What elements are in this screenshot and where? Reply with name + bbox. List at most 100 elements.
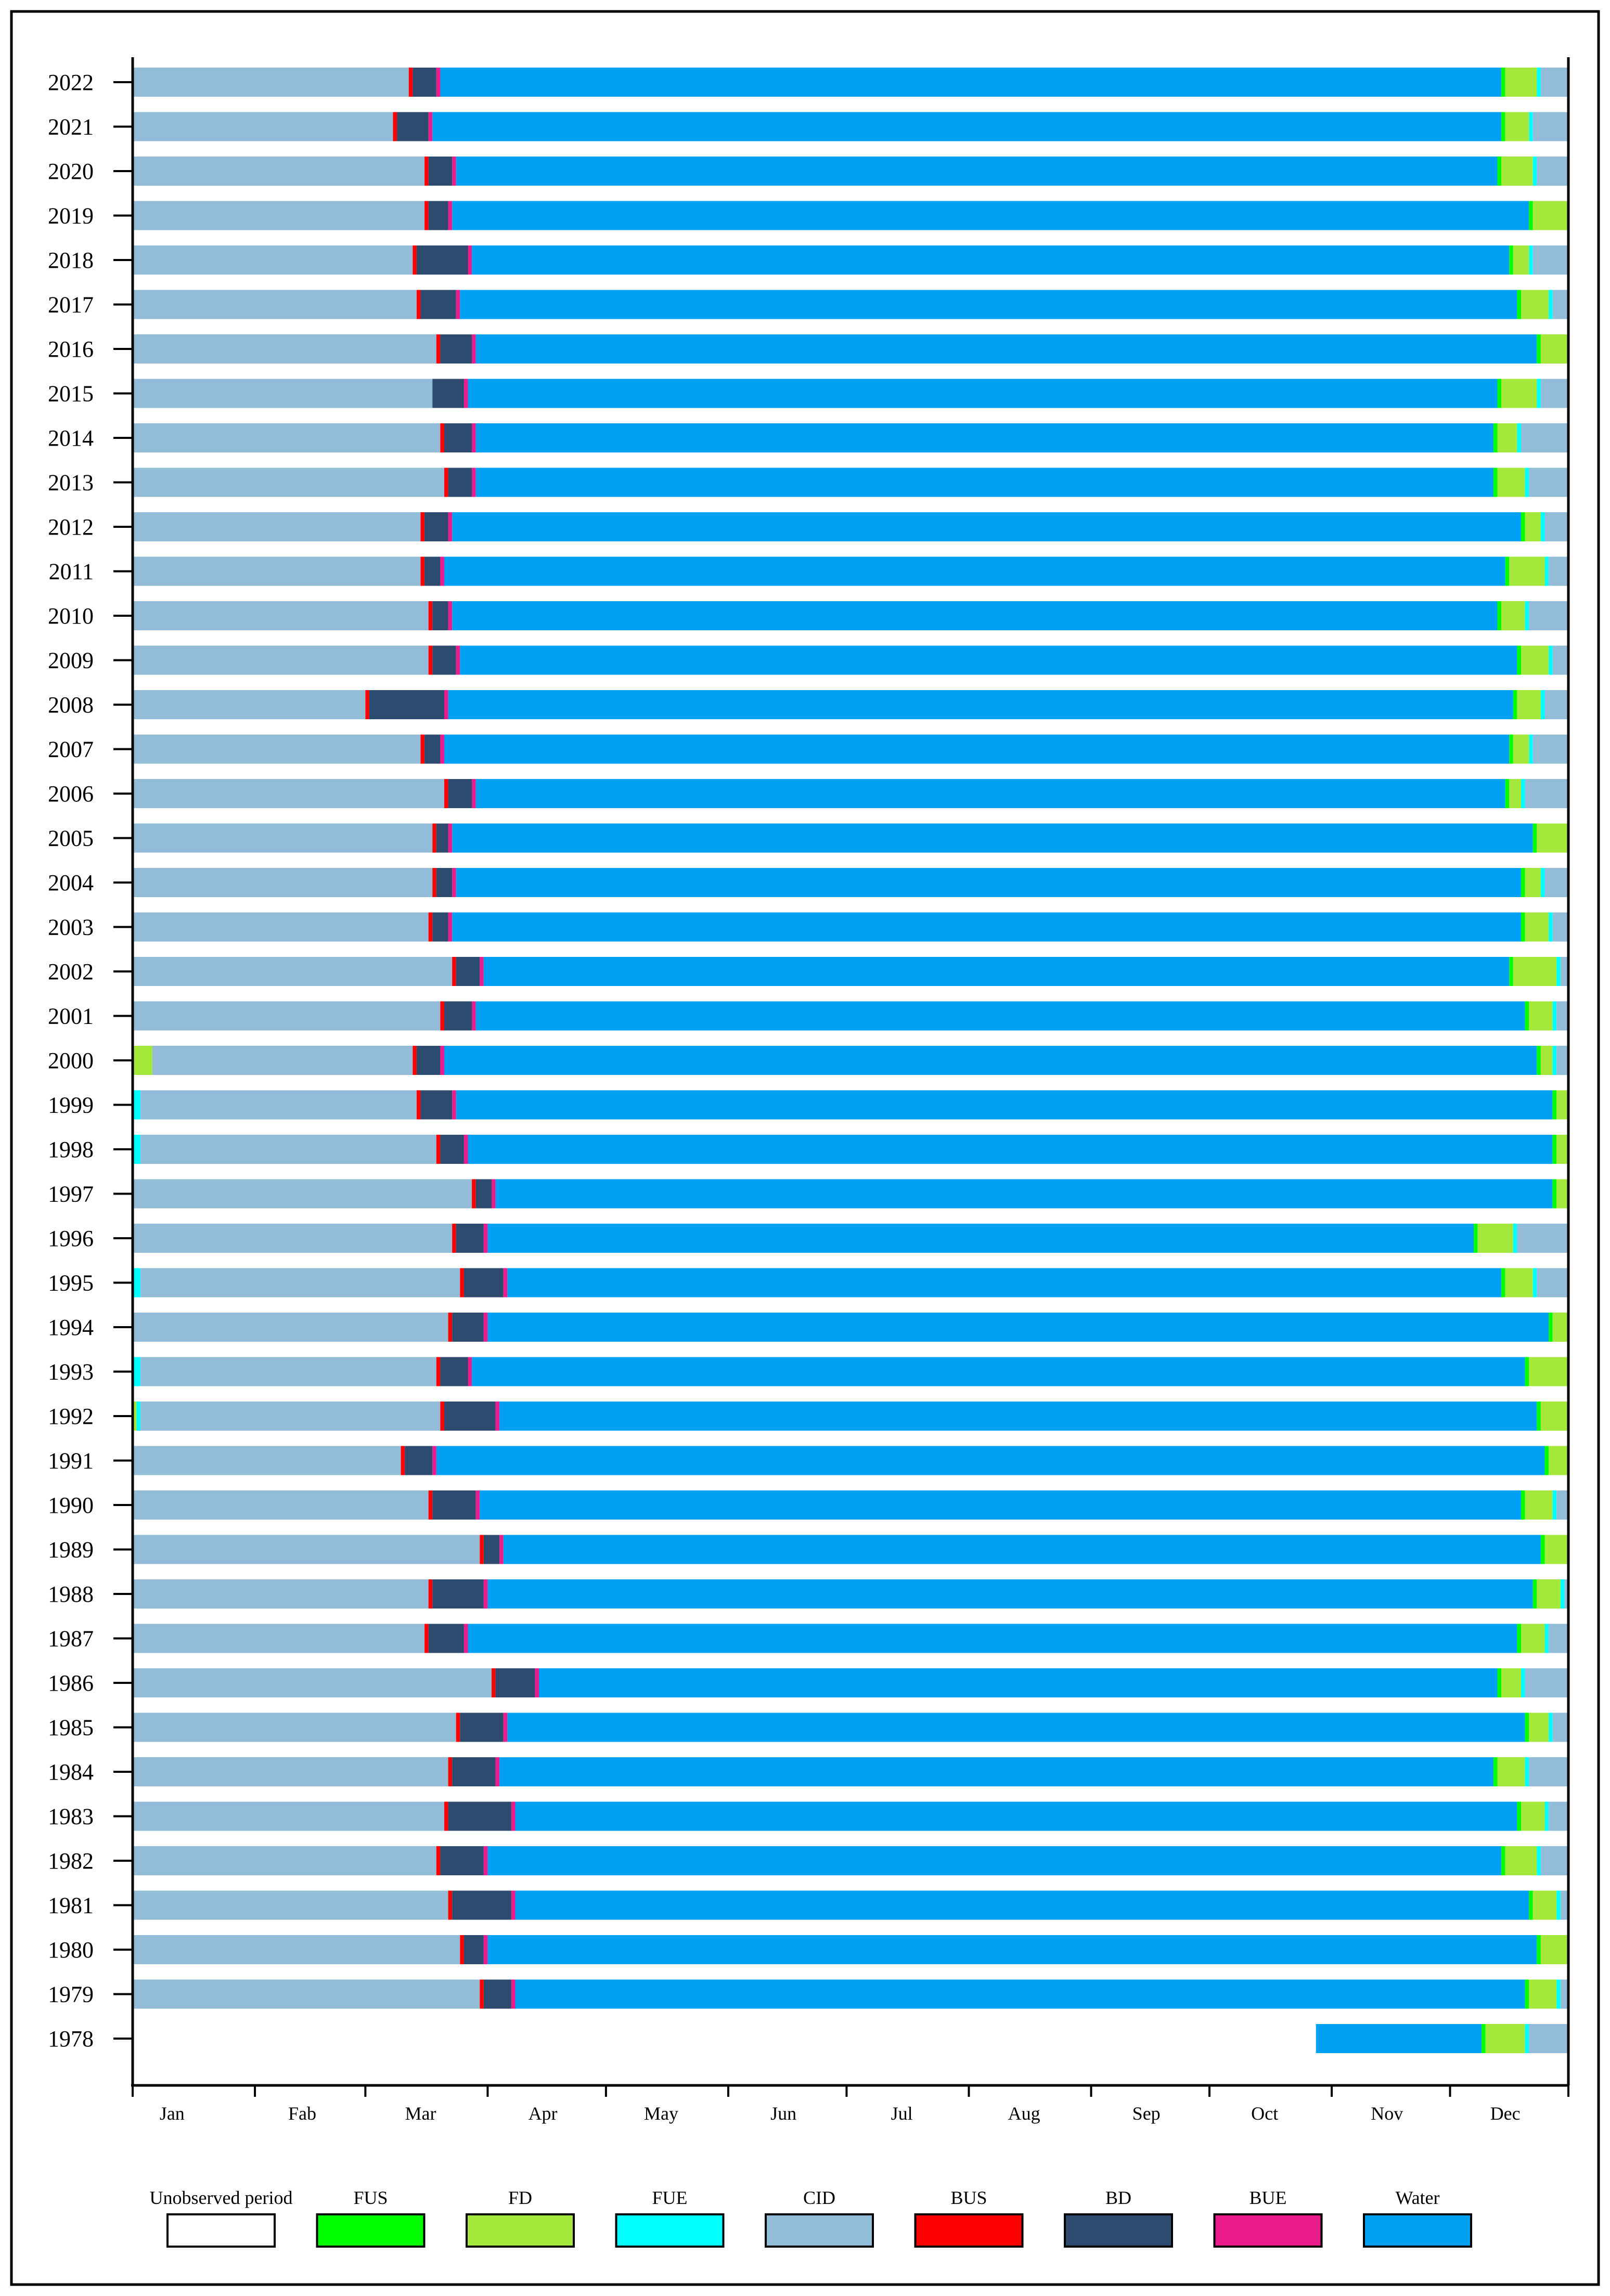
bar-segment-fue <box>1513 1224 1517 1253</box>
bar-segment-fus <box>1521 912 1525 942</box>
bar-segment-water <box>515 1801 1517 1831</box>
bar-segment-fus <box>1497 601 1502 630</box>
legend-label: CID <box>803 2187 835 2208</box>
bar-segment-fd <box>1537 1579 1561 1609</box>
bar-segment-fus <box>1540 1535 1545 1564</box>
year-label: 2011 <box>49 559 94 585</box>
legend-label: BUE <box>1250 2187 1287 2208</box>
bar-segment-bue <box>495 1402 500 1431</box>
bar-segment-fus <box>1537 1935 1541 1964</box>
bar-segment-bus <box>420 734 425 764</box>
bar-segment-water <box>436 1446 1545 1475</box>
bar-segment-bue <box>456 290 460 319</box>
year-label: 1997 <box>48 1182 94 1207</box>
bar-segment-water <box>460 645 1517 675</box>
bar-segment-fus <box>1517 645 1522 675</box>
bar-segment-fus <box>1517 290 1522 319</box>
year-label: 1993 <box>48 1359 94 1385</box>
bar-segment-bus <box>480 1979 484 2009</box>
year-label: 1982 <box>48 1848 94 1874</box>
bar-segment-fus <box>1505 556 1510 586</box>
bar-segment-bd <box>456 1224 484 1253</box>
bar-segment-cid <box>1517 1224 1568 1253</box>
bar-segment-bd <box>432 1579 484 1609</box>
bar-segment-bue <box>499 1535 504 1564</box>
bar-segment-bd <box>448 779 472 808</box>
month-label: Aug <box>1008 2103 1040 2124</box>
year-label: 1988 <box>48 1581 94 1607</box>
legend-swatch-water <box>1363 2213 1472 2248</box>
bar-segment-cid <box>133 1801 445 1831</box>
bar-segment-fue <box>1540 690 1545 719</box>
bar-segment-bd <box>424 556 441 586</box>
bar-segment-bue <box>472 1001 476 1031</box>
year-label: 1990 <box>48 1493 94 1518</box>
bar-segment-fue <box>1549 645 1553 675</box>
bar-segment-cid <box>133 334 436 364</box>
bar-segment-cid <box>133 290 417 319</box>
bar-segment-bue <box>472 334 476 364</box>
month-label: May <box>644 2103 678 2124</box>
bar-segment-water <box>468 1624 1517 1653</box>
bar-segment-cid <box>152 1046 413 1075</box>
bar-segment-fd <box>1521 290 1549 319</box>
year-label: 2012 <box>48 514 94 540</box>
bar-segment-bue <box>428 112 433 141</box>
bar-segment-bus <box>365 690 369 719</box>
bar-segment-fd <box>1525 1490 1553 1520</box>
bar-segment-cid <box>140 1402 441 1431</box>
bar-segment-cid <box>1540 379 1568 408</box>
legend-label: FD <box>508 2187 532 2208</box>
bar-segment-cid <box>133 112 393 141</box>
bar-segment-cid <box>1549 1801 1568 1831</box>
bar-segment-water <box>480 1490 1522 1520</box>
bar-segment-fus <box>1513 690 1517 719</box>
bar-segment-fue <box>1537 1846 1541 1875</box>
bar-segment-fd <box>133 1402 137 1431</box>
bar-segment-bus <box>428 1490 433 1520</box>
bar-segment-water <box>507 1268 1502 1298</box>
legend-label: FUE <box>652 2187 687 2208</box>
bar-segment-fue <box>1552 1490 1557 1520</box>
bar-segment-cid <box>1544 512 1568 541</box>
bar-segment-fus <box>1501 112 1505 141</box>
bar-segment-cid <box>1532 112 1568 141</box>
bar-segment-fus <box>1525 1713 1529 1742</box>
bar-segment-fus <box>1505 779 1510 808</box>
bar-segment-fus <box>1525 1357 1529 1386</box>
bar-segment-bd <box>420 290 456 319</box>
bar-segment-fd <box>1521 1624 1545 1653</box>
bar-segment-fue <box>1529 245 1533 275</box>
month-label: Apr <box>529 2103 558 2124</box>
bar-segment-fus <box>1493 1757 1498 1786</box>
bar-segment-bue <box>463 379 468 408</box>
bar-segment-bd <box>405 1446 433 1475</box>
month-label: Fab <box>288 2103 316 2124</box>
bar-segment-bus <box>436 1135 441 1164</box>
bar-segment-bd <box>436 868 453 897</box>
bar-segment-bus <box>452 1224 456 1253</box>
bar-segment-fue <box>1556 1979 1561 2009</box>
bar-segment-fue <box>1517 423 1522 452</box>
bar-segment-fd <box>1556 1179 1568 1209</box>
bar-segment-fue <box>1532 1268 1537 1298</box>
bar-segment-fus <box>1544 1446 1549 1475</box>
bar-segment-fd <box>1525 512 1541 541</box>
year-label: 1995 <box>48 1270 94 1296</box>
bar-segment-bd <box>432 601 448 630</box>
bar-segment-fus <box>1552 1135 1557 1164</box>
bar-segment-water <box>475 1001 1525 1031</box>
bar-segment-cid <box>133 957 453 986</box>
bar-segment-bue <box>468 245 472 275</box>
year-label: 1991 <box>48 1448 94 1474</box>
bar-segment-cid <box>1529 468 1568 497</box>
bar-segment-water <box>487 1579 1533 1609</box>
bar-segment-fue <box>1540 868 1545 897</box>
bar-segment-bus <box>416 290 421 319</box>
bar-segment-bue <box>472 468 476 497</box>
bar-segment-fd <box>1549 1446 1568 1475</box>
bar-segment-cid <box>133 1313 448 1342</box>
bar-segment-water <box>440 68 1502 97</box>
bar-segment-cid <box>1544 690 1568 719</box>
